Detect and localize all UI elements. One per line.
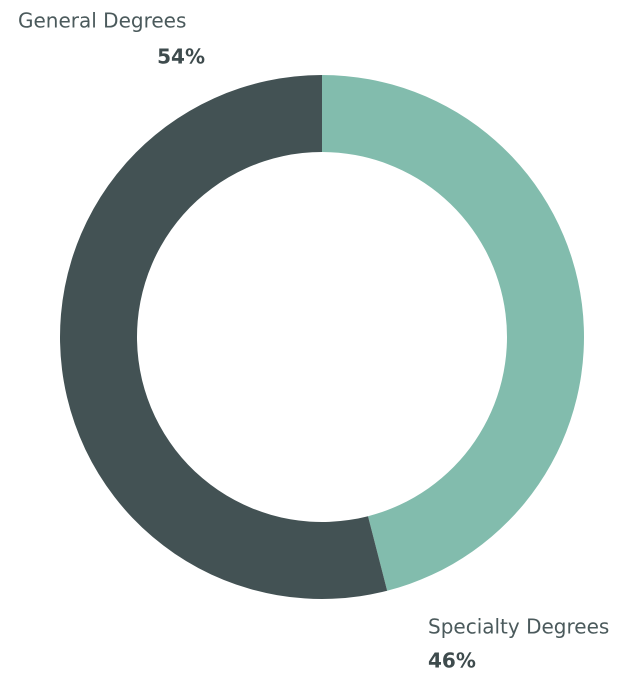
donut-slice (322, 75, 585, 591)
slice-value: 54% (157, 45, 205, 69)
slice-label: General Degrees (18, 9, 186, 33)
donut-slice (60, 75, 388, 599)
slice-value: 46% (428, 649, 476, 673)
slice-label: Specialty Degrees (428, 615, 609, 639)
